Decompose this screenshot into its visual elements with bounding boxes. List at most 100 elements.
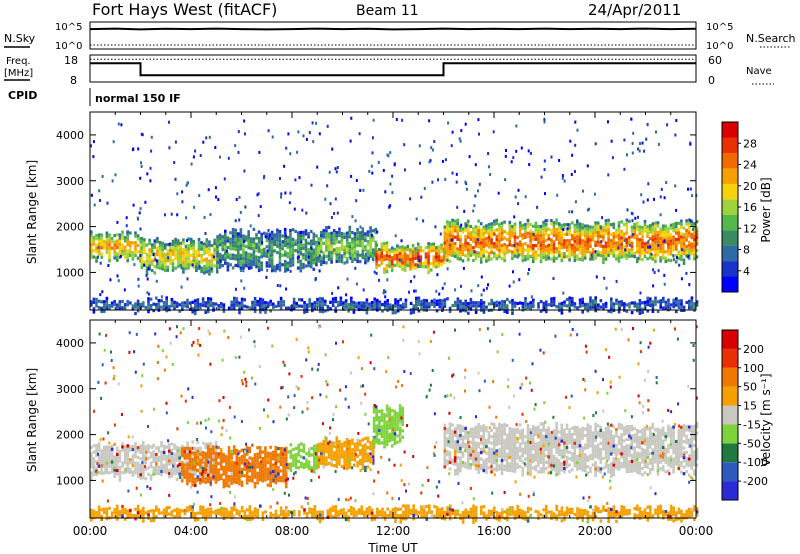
heatmap-cell <box>214 477 218 481</box>
heatmap-cell <box>479 222 483 226</box>
heatmap-cell <box>97 249 101 253</box>
heatmap-cell <box>144 467 148 471</box>
heatmap-cell <box>289 449 293 453</box>
heatmap-cell <box>539 253 543 257</box>
heatmap-cell <box>464 436 467 440</box>
heatmap-cell <box>498 307 501 311</box>
heatmap-cell <box>188 460 192 464</box>
heatmap-cell <box>398 410 402 414</box>
heatmap-cell <box>136 302 140 306</box>
heatmap-cell <box>607 247 610 251</box>
heatmap-cell <box>526 446 530 450</box>
heatmap-cell <box>366 243 370 247</box>
heatmap-cell <box>375 253 378 257</box>
heatmap-cell <box>95 297 98 302</box>
heatmap-cell <box>602 260 605 265</box>
heatmap-cell <box>243 455 246 459</box>
heatmap-cell <box>396 263 399 267</box>
heatmap-cell <box>513 463 517 467</box>
heatmap-cell <box>385 407 389 411</box>
heatmap-cell <box>375 414 378 419</box>
heatmap-cell <box>677 237 681 241</box>
heatmap-cell <box>187 263 190 267</box>
heatmap-cell <box>229 237 232 241</box>
heatmap-cell <box>292 457 295 461</box>
heatmap-cell <box>221 244 224 248</box>
heatmap-cell <box>578 298 582 302</box>
heatmap-cell <box>277 446 280 451</box>
heatmap-cell <box>534 250 538 254</box>
nave-tick-top: 60 <box>708 54 722 67</box>
heatmap-cell <box>302 230 305 234</box>
heatmap-cell <box>529 447 532 451</box>
scatter-echo <box>562 291 565 295</box>
heatmap-cell <box>459 450 462 454</box>
heatmap-cell <box>199 456 202 460</box>
heatmap-cell <box>516 242 519 246</box>
heatmap-cell <box>393 257 397 261</box>
heatmap-cell <box>534 256 538 261</box>
scatter-echo <box>464 122 467 126</box>
scatter-echo <box>235 287 237 291</box>
heatmap-cell <box>243 464 246 468</box>
heatmap-cell <box>351 457 354 461</box>
heatmap-cell <box>391 415 394 419</box>
heatmap-cell <box>237 235 240 239</box>
heatmap-cell <box>248 466 252 470</box>
heatmap-cell <box>695 248 699 253</box>
scatter-echo <box>150 149 153 153</box>
heatmap-cell <box>555 221 558 225</box>
heatmap-cell <box>364 443 367 447</box>
colorbar-tick-label: 28 <box>743 137 757 150</box>
heatmap-cell <box>118 303 122 307</box>
scatter-echo <box>225 249 228 253</box>
heatmap-cell <box>358 231 362 235</box>
heatmap-cell <box>126 450 129 454</box>
heatmap-cell <box>385 420 389 424</box>
scatter-echo <box>326 124 329 128</box>
heatmap-cell <box>586 246 590 251</box>
scatter-echo <box>93 203 96 207</box>
scatter-echo <box>463 209 466 213</box>
cpid-row: CPID normal 150 IF <box>8 88 181 106</box>
heatmap-cell <box>518 445 522 449</box>
heatmap-cell <box>529 254 532 258</box>
heatmap-cell <box>609 245 613 249</box>
heatmap-cell <box>612 305 616 309</box>
heatmap-cell <box>599 299 603 303</box>
heatmap-cell <box>403 262 407 266</box>
heatmap-cell <box>247 243 250 247</box>
scatter-echo <box>692 227 694 231</box>
heatmap-cell <box>524 303 527 307</box>
heatmap-cell <box>222 478 226 482</box>
heatmap-cell <box>508 452 512 456</box>
heatmap-cell <box>586 250 590 254</box>
heatmap-cell <box>669 226 673 230</box>
heatmap-cell <box>656 237 660 241</box>
heatmap-cell <box>116 303 119 307</box>
heatmap-cell <box>375 411 378 415</box>
heatmap-cell <box>364 436 367 441</box>
heatmap-cell <box>136 462 140 466</box>
heatmap-cell <box>300 464 303 468</box>
heatmap-cell <box>260 239 263 243</box>
scatter-echo <box>520 146 523 150</box>
heatmap-cell <box>252 256 256 260</box>
heatmap-cell <box>194 472 197 476</box>
heatmap-cell <box>170 452 174 456</box>
heatmap-cell <box>651 241 655 245</box>
scatter-echo <box>460 129 463 133</box>
heatmap-cell <box>466 456 470 460</box>
heatmap-cell <box>482 244 486 248</box>
heatmap-cell <box>317 449 320 453</box>
heatmap-cell <box>651 306 655 310</box>
heatmap-cell <box>573 242 577 247</box>
scatter-echo <box>687 254 690 258</box>
heatmap-cell <box>238 475 241 479</box>
heatmap-cell <box>126 236 129 240</box>
heatmap-cell <box>277 466 280 470</box>
heatmap-cell <box>602 225 605 229</box>
heatmap-cell <box>90 252 93 256</box>
heatmap-cell <box>251 469 254 474</box>
heatmap-cell <box>393 435 397 439</box>
